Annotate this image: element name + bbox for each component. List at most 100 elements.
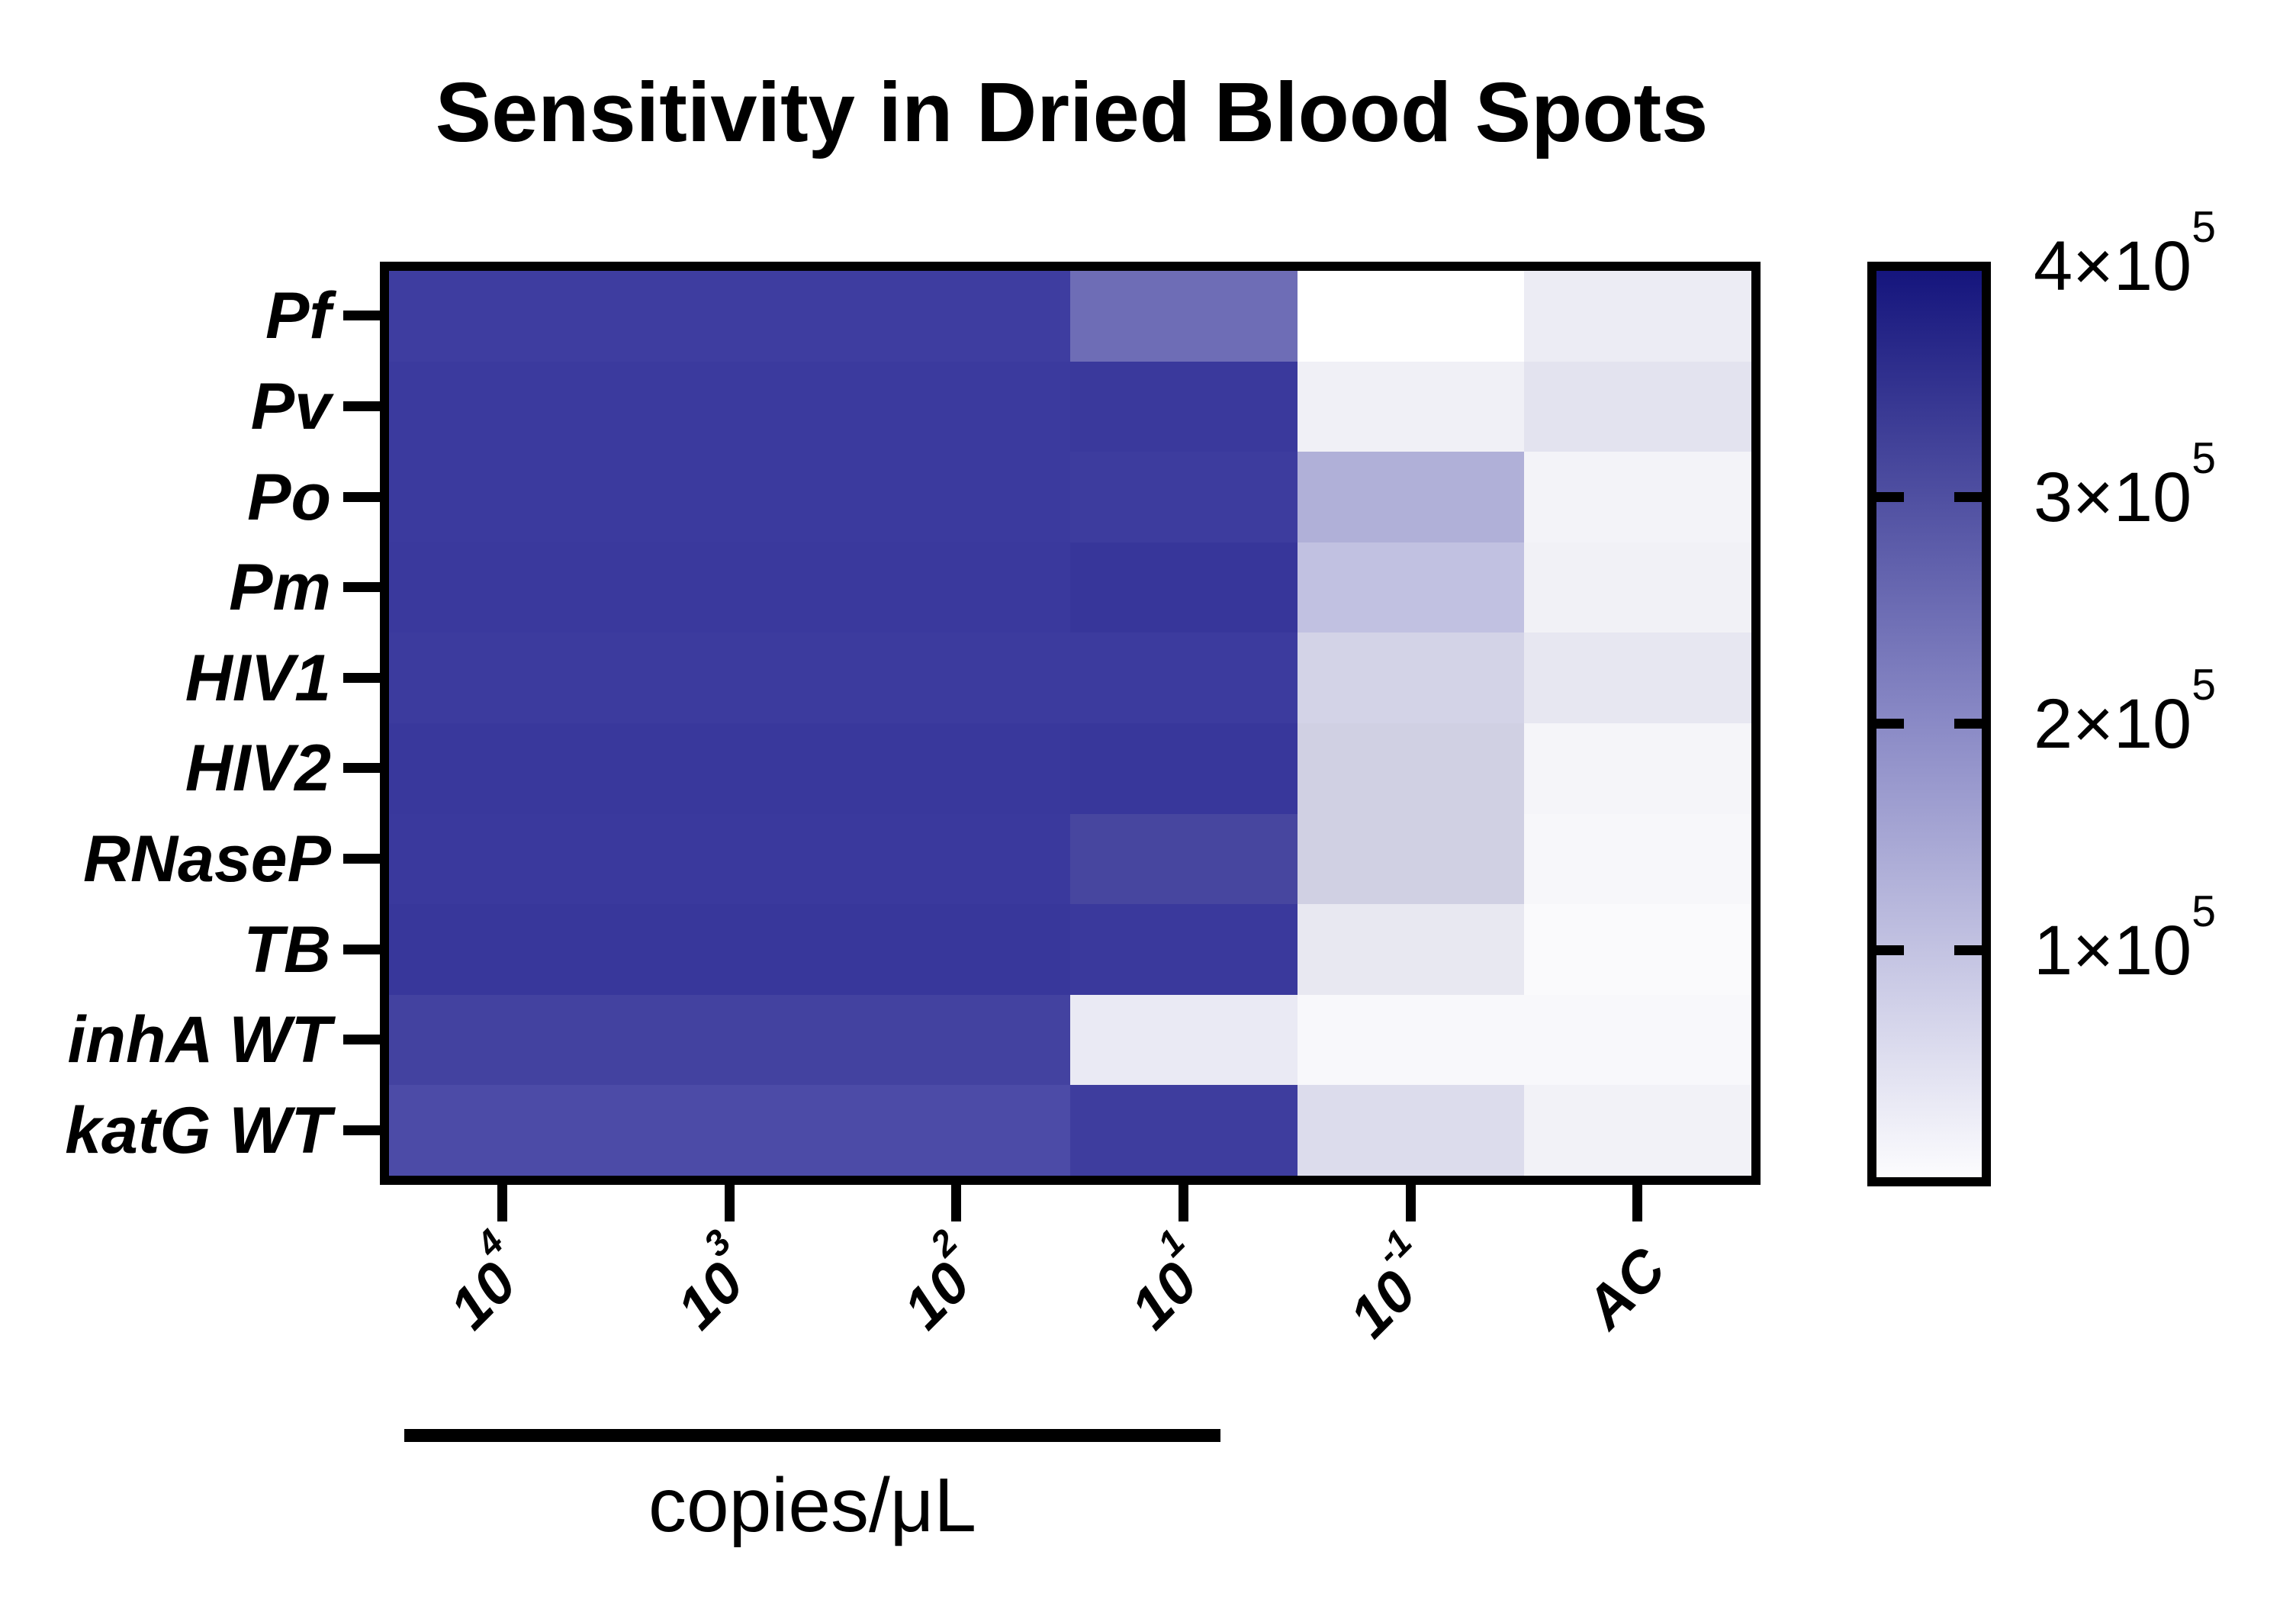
copies-bracket-line [404, 1429, 1220, 1442]
y-tick-label-HIV1: HIV1 [185, 641, 331, 715]
exponent: 3 [695, 1221, 738, 1264]
heatmap-cell-katG WT-10^4 [389, 1085, 616, 1176]
y-axis-tick [343, 582, 380, 593]
page-title: Sensitivity in Dried Blood Spots [435, 66, 1709, 159]
heatmap-cell-Pf-10^3 [616, 271, 844, 362]
heatmap-cell-TB-10^2 [843, 904, 1070, 995]
heatmap-cell-katG WT-10^3 [616, 1085, 844, 1176]
heatmap-cell-HIV2-10^4 [389, 723, 616, 814]
heatmap-cell-katG WT-10^2 [843, 1085, 1070, 1176]
heatmap-cell-Pm-10^4 [389, 542, 616, 633]
heatmap-cell-Po-10^1 [1069, 452, 1298, 542]
exponent: 5 [2191, 433, 2216, 483]
heatmap-cell-TB-10^4 [389, 904, 616, 995]
heatmap-cell-HIV1-10^1 [1069, 632, 1298, 723]
heatmap-cell-Pf-10^-1 [1297, 271, 1525, 362]
heatmap-cell-Po-10^-1 [1297, 452, 1525, 542]
heatmap-cell-Pf-AC [1524, 271, 1751, 362]
x-axis-tick [497, 1185, 507, 1221]
exponent: 5 [2191, 660, 2216, 710]
heatmap-cell-Pm-10^1 [1069, 542, 1298, 633]
y-axis-tick [343, 853, 380, 864]
colorbar-tick-label-1×10^5: 1×105 [2034, 887, 2216, 990]
y-tick-label-Pf: Pf [265, 279, 331, 353]
y-tick-label-katG WT: katG WT [65, 1093, 331, 1167]
heatmap-cell-HIV1-10^4 [389, 632, 616, 723]
heatmap-cell-TB-10^1 [1069, 904, 1298, 995]
heatmap-cell-HIV1-10^3 [616, 632, 844, 723]
heatmap-cell-Pf-10^4 [389, 271, 616, 362]
y-tick-label-inhA WT: inhA WT [67, 1003, 331, 1077]
x-axis-tick [1632, 1185, 1643, 1221]
heatmap-cell-HIV1-10^2 [843, 632, 1070, 723]
y-tick-label-Pm: Pm [229, 551, 331, 625]
copies-axis-label: copies/μL [648, 1463, 977, 1548]
colorbar-notch-right [1954, 492, 1982, 502]
heatmap-cell-HIV2-AC [1524, 723, 1751, 814]
colorbar-notch-left [1876, 719, 1904, 729]
x-axis-tick [724, 1185, 735, 1221]
y-tick-label-RNaseP: RNaseP [82, 822, 331, 896]
heatmap-cell-Pf-10^1 [1069, 271, 1298, 362]
colorbar-notch-left [1876, 945, 1904, 955]
y-axis-tick [343, 1125, 380, 1135]
y-axis-tick [343, 672, 380, 683]
heatmap-cell-Po-AC [1524, 452, 1751, 542]
colorbar-tick-label-3×10^5: 3×105 [2034, 433, 2216, 536]
heatmap-cell-inhA WT-10^4 [389, 994, 616, 1086]
x-axis-tick [951, 1185, 962, 1221]
heatmap-cell-HIV2-10^2 [843, 723, 1070, 814]
y-axis-tick [343, 763, 380, 774]
x-axis-tick [1178, 1185, 1188, 1221]
heatmap-cell-Pm-AC [1524, 542, 1751, 633]
heatmap-cell-RNaseP-10^1 [1069, 813, 1298, 905]
y-tick-label-Po: Po [247, 460, 331, 534]
x-tick-label-10-1: 10-1 [1336, 1221, 1429, 1350]
heatmap-cell-Pv-10^2 [843, 361, 1070, 452]
heatmap-cell-inhA WT-10^2 [843, 994, 1070, 1086]
colorbar-notch-right [1954, 945, 1982, 955]
heatmap-cell-Pm-10^3 [616, 542, 844, 633]
exponent: 5 [2191, 887, 2216, 936]
y-axis-tick [343, 491, 380, 502]
heatmap-cell-TB-10^3 [616, 904, 844, 995]
x-axis-tick [1405, 1185, 1416, 1221]
heatmap-cell-Pv-10^1 [1069, 361, 1298, 452]
heatmap-cell-HIV2-10^3 [616, 723, 844, 814]
heatmap-cell-TB-AC [1524, 904, 1751, 995]
y-tick-label-Pv: Pv [250, 369, 331, 443]
heatmap-cell-katG WT-10^-1 [1297, 1085, 1525, 1176]
heatmap-cell-RNaseP-AC [1524, 813, 1751, 905]
y-axis-tick [343, 401, 380, 411]
exponent: 2 [922, 1221, 966, 1264]
heatmap-cell-HIV2-10^-1 [1297, 723, 1525, 814]
heatmap-cell-Pv-10^3 [616, 361, 844, 452]
heatmap [380, 262, 1761, 1185]
exponent: 1 [1149, 1221, 1192, 1264]
y-axis-tick [343, 1035, 380, 1045]
heatmap-cell-Pf-10^2 [843, 271, 1070, 362]
heatmap-cell-Pv-10^4 [389, 361, 616, 452]
heatmap-cell-TB-10^-1 [1297, 904, 1525, 995]
heatmap-cell-Po-10^2 [843, 452, 1070, 542]
x-tick-label-104: 104 [437, 1221, 529, 1342]
x-tick-label-103: 103 [664, 1221, 756, 1342]
heatmap-cell-katG WT-AC [1524, 1085, 1751, 1176]
y-axis-tick [343, 311, 380, 321]
heatmap-cell-inhA WT-10^3 [616, 994, 844, 1086]
heatmap-cell-inhA WT-10^-1 [1297, 994, 1525, 1086]
heatmap-cell-Po-10^4 [389, 452, 616, 542]
heatmap-cell-Pv-10^-1 [1297, 361, 1525, 452]
y-tick-label-TB: TB [243, 912, 331, 986]
exponent: 5 [2191, 202, 2216, 252]
y-tick-label-HIV2: HIV2 [185, 732, 331, 806]
colorbar-tick-label-4×10^5: 4×105 [2034, 202, 2216, 305]
x-tick-label-102: 102 [891, 1221, 983, 1342]
x-tick-label-101: 101 [1118, 1221, 1211, 1342]
y-axis-tick [343, 944, 380, 954]
heatmap-cell-RNaseP-10^3 [616, 813, 844, 905]
heatmap-cell-inhA WT-10^1 [1069, 994, 1298, 1086]
exponent: -1 [1368, 1221, 1420, 1273]
exponent: 4 [468, 1221, 511, 1264]
